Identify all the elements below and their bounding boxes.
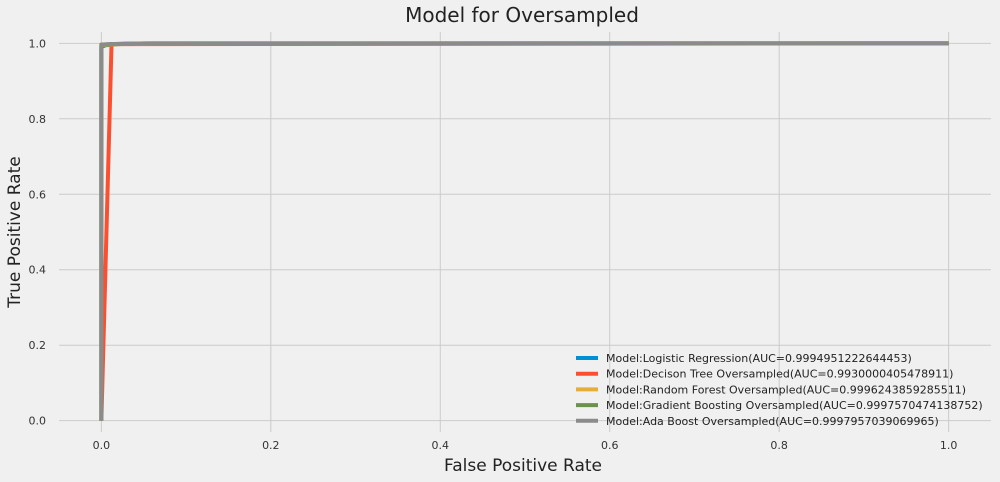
y-tick-labels: 0.0 0.2 0.4 0.6 0.8 1.0 <box>29 37 47 427</box>
chart-title: Model for Oversampled <box>405 3 639 27</box>
y-tick-label: 0.4 <box>29 264 47 277</box>
y-axis-label: True Positive Rate <box>5 156 25 308</box>
legend-label-1: Model:Decison Tree Oversampled(AUC=0.993… <box>606 368 953 381</box>
legend-label-0: Model:Logistic Regression(AUC=0.99949512… <box>606 352 912 365</box>
y-tick-label: 0.2 <box>29 339 47 352</box>
x-tick-label: 0.8 <box>770 439 788 452</box>
x-tick-label: 0.0 <box>93 439 111 452</box>
legend-label-2: Model:Random Forest Oversampled(AUC=0.99… <box>606 383 966 396</box>
legend-label-3: Model:Gradient Boosting Oversampled(AUC=… <box>606 399 983 412</box>
x-tick-label: 0.2 <box>262 439 280 452</box>
x-tick-label: 0.4 <box>432 439 450 452</box>
legend: Model:Logistic Regression(AUC=0.99949512… <box>576 352 983 428</box>
x-tick-labels: 0.0 0.2 0.4 0.6 0.8 1.0 <box>93 439 958 452</box>
grid <box>59 32 991 432</box>
y-tick-label: 0.6 <box>29 188 47 201</box>
plot-background <box>59 32 991 432</box>
series-lines <box>99 41 949 421</box>
legend-label-4: Model:Ada Boost Oversampled(AUC=0.999795… <box>606 415 939 428</box>
y-tick-label: 0.8 <box>29 113 47 126</box>
x-tick-label: 1.0 <box>940 439 958 452</box>
x-axis-label: False Positive Rate <box>444 456 602 476</box>
series-line-4 <box>99 41 949 421</box>
x-tick-label: 0.6 <box>601 439 619 452</box>
y-tick-label: 1.0 <box>29 37 47 50</box>
y-tick-label: 0.0 <box>29 415 47 428</box>
